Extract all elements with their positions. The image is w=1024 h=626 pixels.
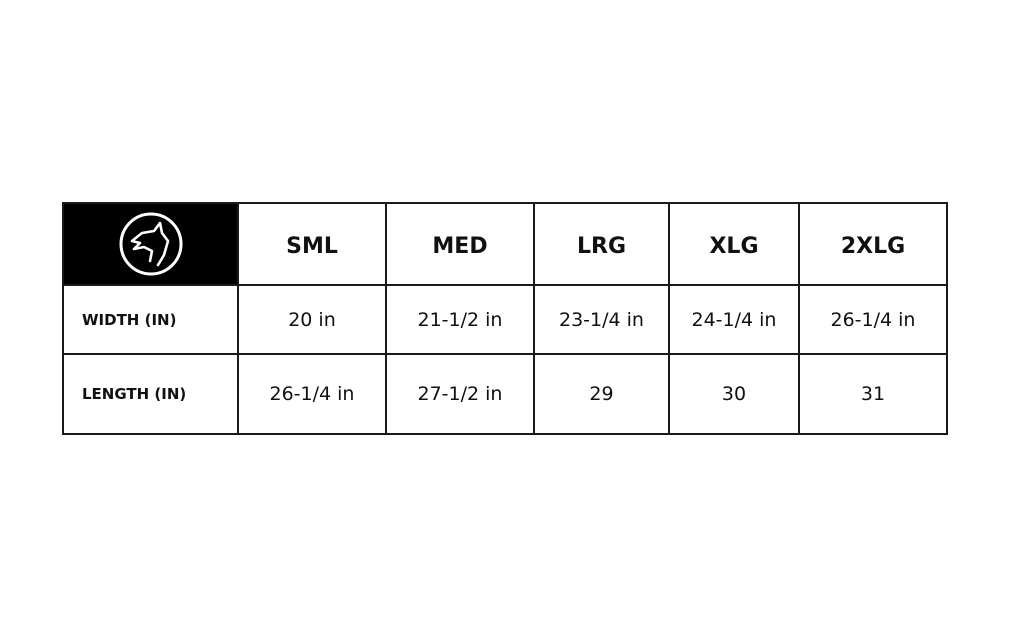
table-cell: 31 bbox=[798, 353, 948, 435]
table-cell: 27-1/2 in bbox=[385, 353, 535, 435]
row-label: LENGTH (IN) bbox=[62, 353, 239, 435]
table-cell: 30 bbox=[668, 353, 800, 435]
howling-wolf-icon bbox=[119, 212, 182, 276]
size-header: MED bbox=[385, 202, 535, 286]
table-cell: 26-1/4 in bbox=[798, 284, 948, 355]
size-header: 2XLG bbox=[798, 202, 948, 286]
row-label: WIDTH (IN) bbox=[62, 284, 239, 355]
table-cell: 26-1/4 in bbox=[237, 353, 387, 435]
table-cell: 21-1/2 in bbox=[385, 284, 535, 355]
table-cell: 29 bbox=[533, 353, 670, 435]
size-header: XLG bbox=[668, 202, 800, 286]
logo-cell bbox=[62, 202, 239, 286]
size-header: LRG bbox=[533, 202, 670, 286]
table-cell: 20 in bbox=[237, 284, 387, 355]
table-cell: 23-1/4 in bbox=[533, 284, 670, 355]
size-header: SML bbox=[237, 202, 387, 286]
table-cell: 24-1/4 in bbox=[668, 284, 800, 355]
